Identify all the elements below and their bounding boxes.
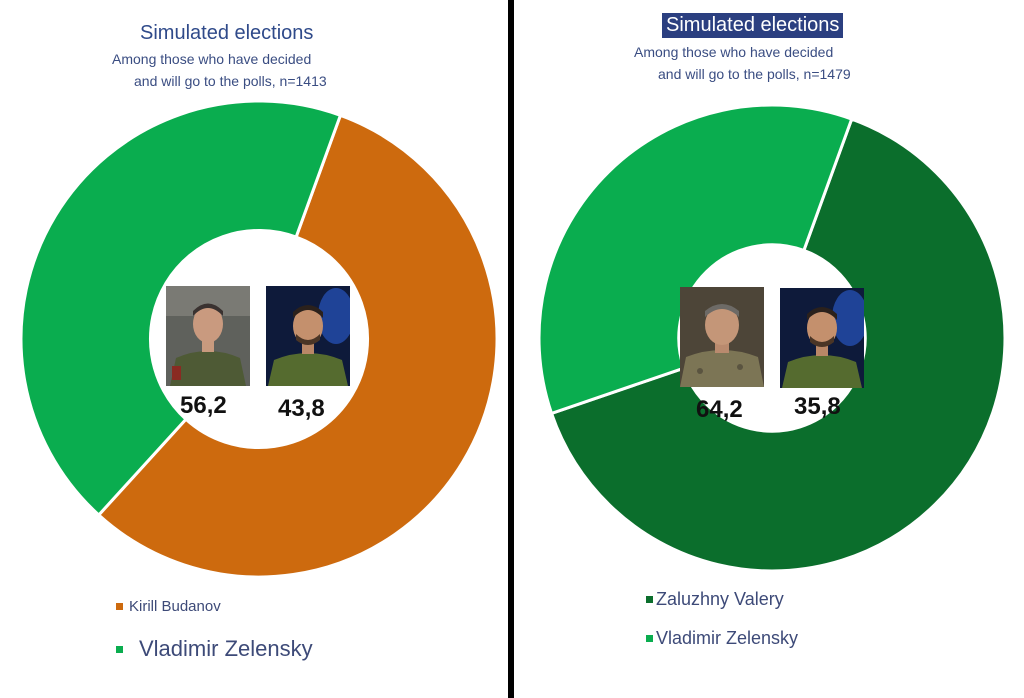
data-label-budanov: 56,2: [180, 392, 227, 419]
candidate-photo-zelensky: [780, 288, 864, 388]
chart-title: Simulated elections: [662, 13, 844, 38]
donut-chart: [19, 99, 499, 579]
chart-subtitle-line1: Among those who have decided: [634, 44, 834, 60]
legend-label: Kirill Budanov: [129, 598, 221, 615]
legend-item-zelensky: Vladimir Zelensky: [116, 636, 313, 662]
donut-chart: [537, 103, 1007, 573]
legend-swatch: [116, 645, 123, 653]
chart-title: Simulated elections: [140, 22, 314, 44]
legend-swatch: [646, 635, 653, 642]
chart-panel-right: Simulated elections Among those who have…: [514, 0, 1024, 698]
legend-swatch: [646, 596, 653, 603]
candidate-photo-zelensky: [266, 286, 350, 386]
chart-subtitle-line2: and will go to the polls, n=1413: [134, 73, 327, 89]
legend-item-zaluzhny: Zaluzhny Valery: [646, 589, 784, 610]
legend-label: Vladimir Zelensky: [139, 636, 313, 661]
legend-label: Zaluzhny Valery: [656, 589, 784, 609]
candidate-photo-budanov: [166, 286, 250, 386]
legend-swatch: [116, 603, 123, 610]
legend-item-budanov: Kirill Budanov: [116, 598, 221, 615]
chart-panel-left: Simulated elections Among those who have…: [0, 0, 508, 698]
legend-item-zelensky: Vladimir Zelensky: [646, 628, 798, 649]
data-label-zelensky: 35,8: [794, 393, 841, 420]
chart-subtitle-line1: Among those who have decided: [112, 51, 312, 67]
data-label-zaluzhny: 64,2: [696, 396, 743, 423]
donut-slice-kirill-budanov: [96, 113, 499, 579]
donut-slice-vladimir-zelensky: [19, 99, 343, 518]
chart-subtitle-line2: and will go to the polls, n=1479: [658, 66, 851, 82]
legend-label: Vladimir Zelensky: [656, 628, 799, 648]
candidate-photo-zaluzhny: [680, 287, 764, 387]
panel-divider: [508, 0, 514, 698]
data-label-zelensky: 43,8: [278, 395, 325, 422]
